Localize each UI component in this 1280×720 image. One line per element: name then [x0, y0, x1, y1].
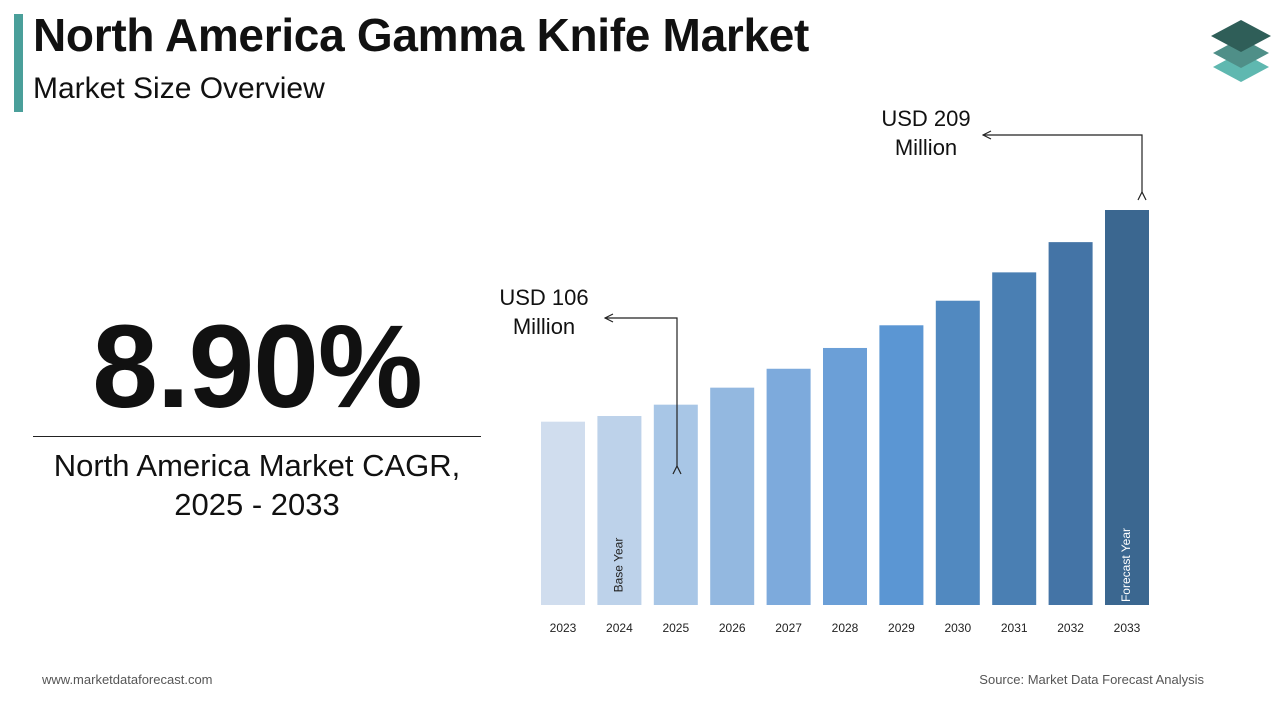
market-size-bar-chart: Base Year Forecast Year 2023 2024 2025 2026 2… [499, 106, 1149, 635]
bar-annotation-2024: Base Year [612, 538, 626, 593]
x-tick-label-2033: 2033 [1114, 621, 1141, 635]
source-note: Source: Market Data Forecast Analysis [979, 672, 1204, 687]
x-tick-label-2027: 2027 [775, 621, 802, 635]
logo-layer-dark [1211, 20, 1271, 52]
website-url[interactable]: www.marketdataforecast.com [42, 672, 213, 687]
bar-annotation-2033: Forecast Year [1119, 528, 1133, 602]
bar-2026 [710, 387, 755, 605]
cagr-label-line1: North America Market CAGR, [53, 448, 461, 483]
x-tick-label-2024: 2024 [606, 621, 633, 635]
bar-2023 [541, 421, 585, 605]
bar-2025 [653, 404, 698, 605]
cagr-value: 8.90% [92, 301, 423, 433]
bar-2031 [992, 272, 1037, 605]
x-tick-label-2028: 2028 [832, 621, 859, 635]
x-tick-label-2025: 2025 [662, 621, 689, 635]
x-tick-label-2023: 2023 [550, 621, 577, 635]
forecast-value-label-line2: Million [895, 135, 957, 160]
x-tick-label-2029: 2029 [888, 621, 915, 635]
bar-2027 [766, 368, 811, 605]
page-subtitle: Market Size Overview [33, 72, 325, 105]
cagr-label-line2: 2025 - 2033 [174, 487, 340, 522]
divider [33, 436, 481, 437]
base-value-arrow [605, 318, 677, 466]
page-title: North America Gamma Knife Market [33, 9, 810, 61]
x-tick-label-2030: 2030 [944, 621, 971, 635]
bar-2028 [823, 347, 867, 605]
cagr-label: North America Market CAGR, 2025 - 2033 [33, 446, 481, 524]
accent-bar [14, 14, 23, 112]
base-value-label-line2: Million [513, 314, 575, 339]
base-value-label-line1: USD 106 [499, 285, 588, 310]
bar-2032 [1048, 242, 1093, 605]
forecast-value-arrow [983, 135, 1142, 192]
forecast-value-label-line1: USD 209 [881, 106, 970, 131]
x-tick-label-2026: 2026 [719, 621, 746, 635]
bar-2033 [1105, 210, 1149, 605]
x-tick-label-2031: 2031 [1001, 621, 1028, 635]
logo-layer-mid [1213, 38, 1269, 68]
x-tick-label-2032: 2032 [1057, 621, 1084, 635]
bar-2030 [935, 300, 980, 605]
logo-icon [1211, 20, 1271, 82]
bar-2029 [879, 325, 924, 605]
